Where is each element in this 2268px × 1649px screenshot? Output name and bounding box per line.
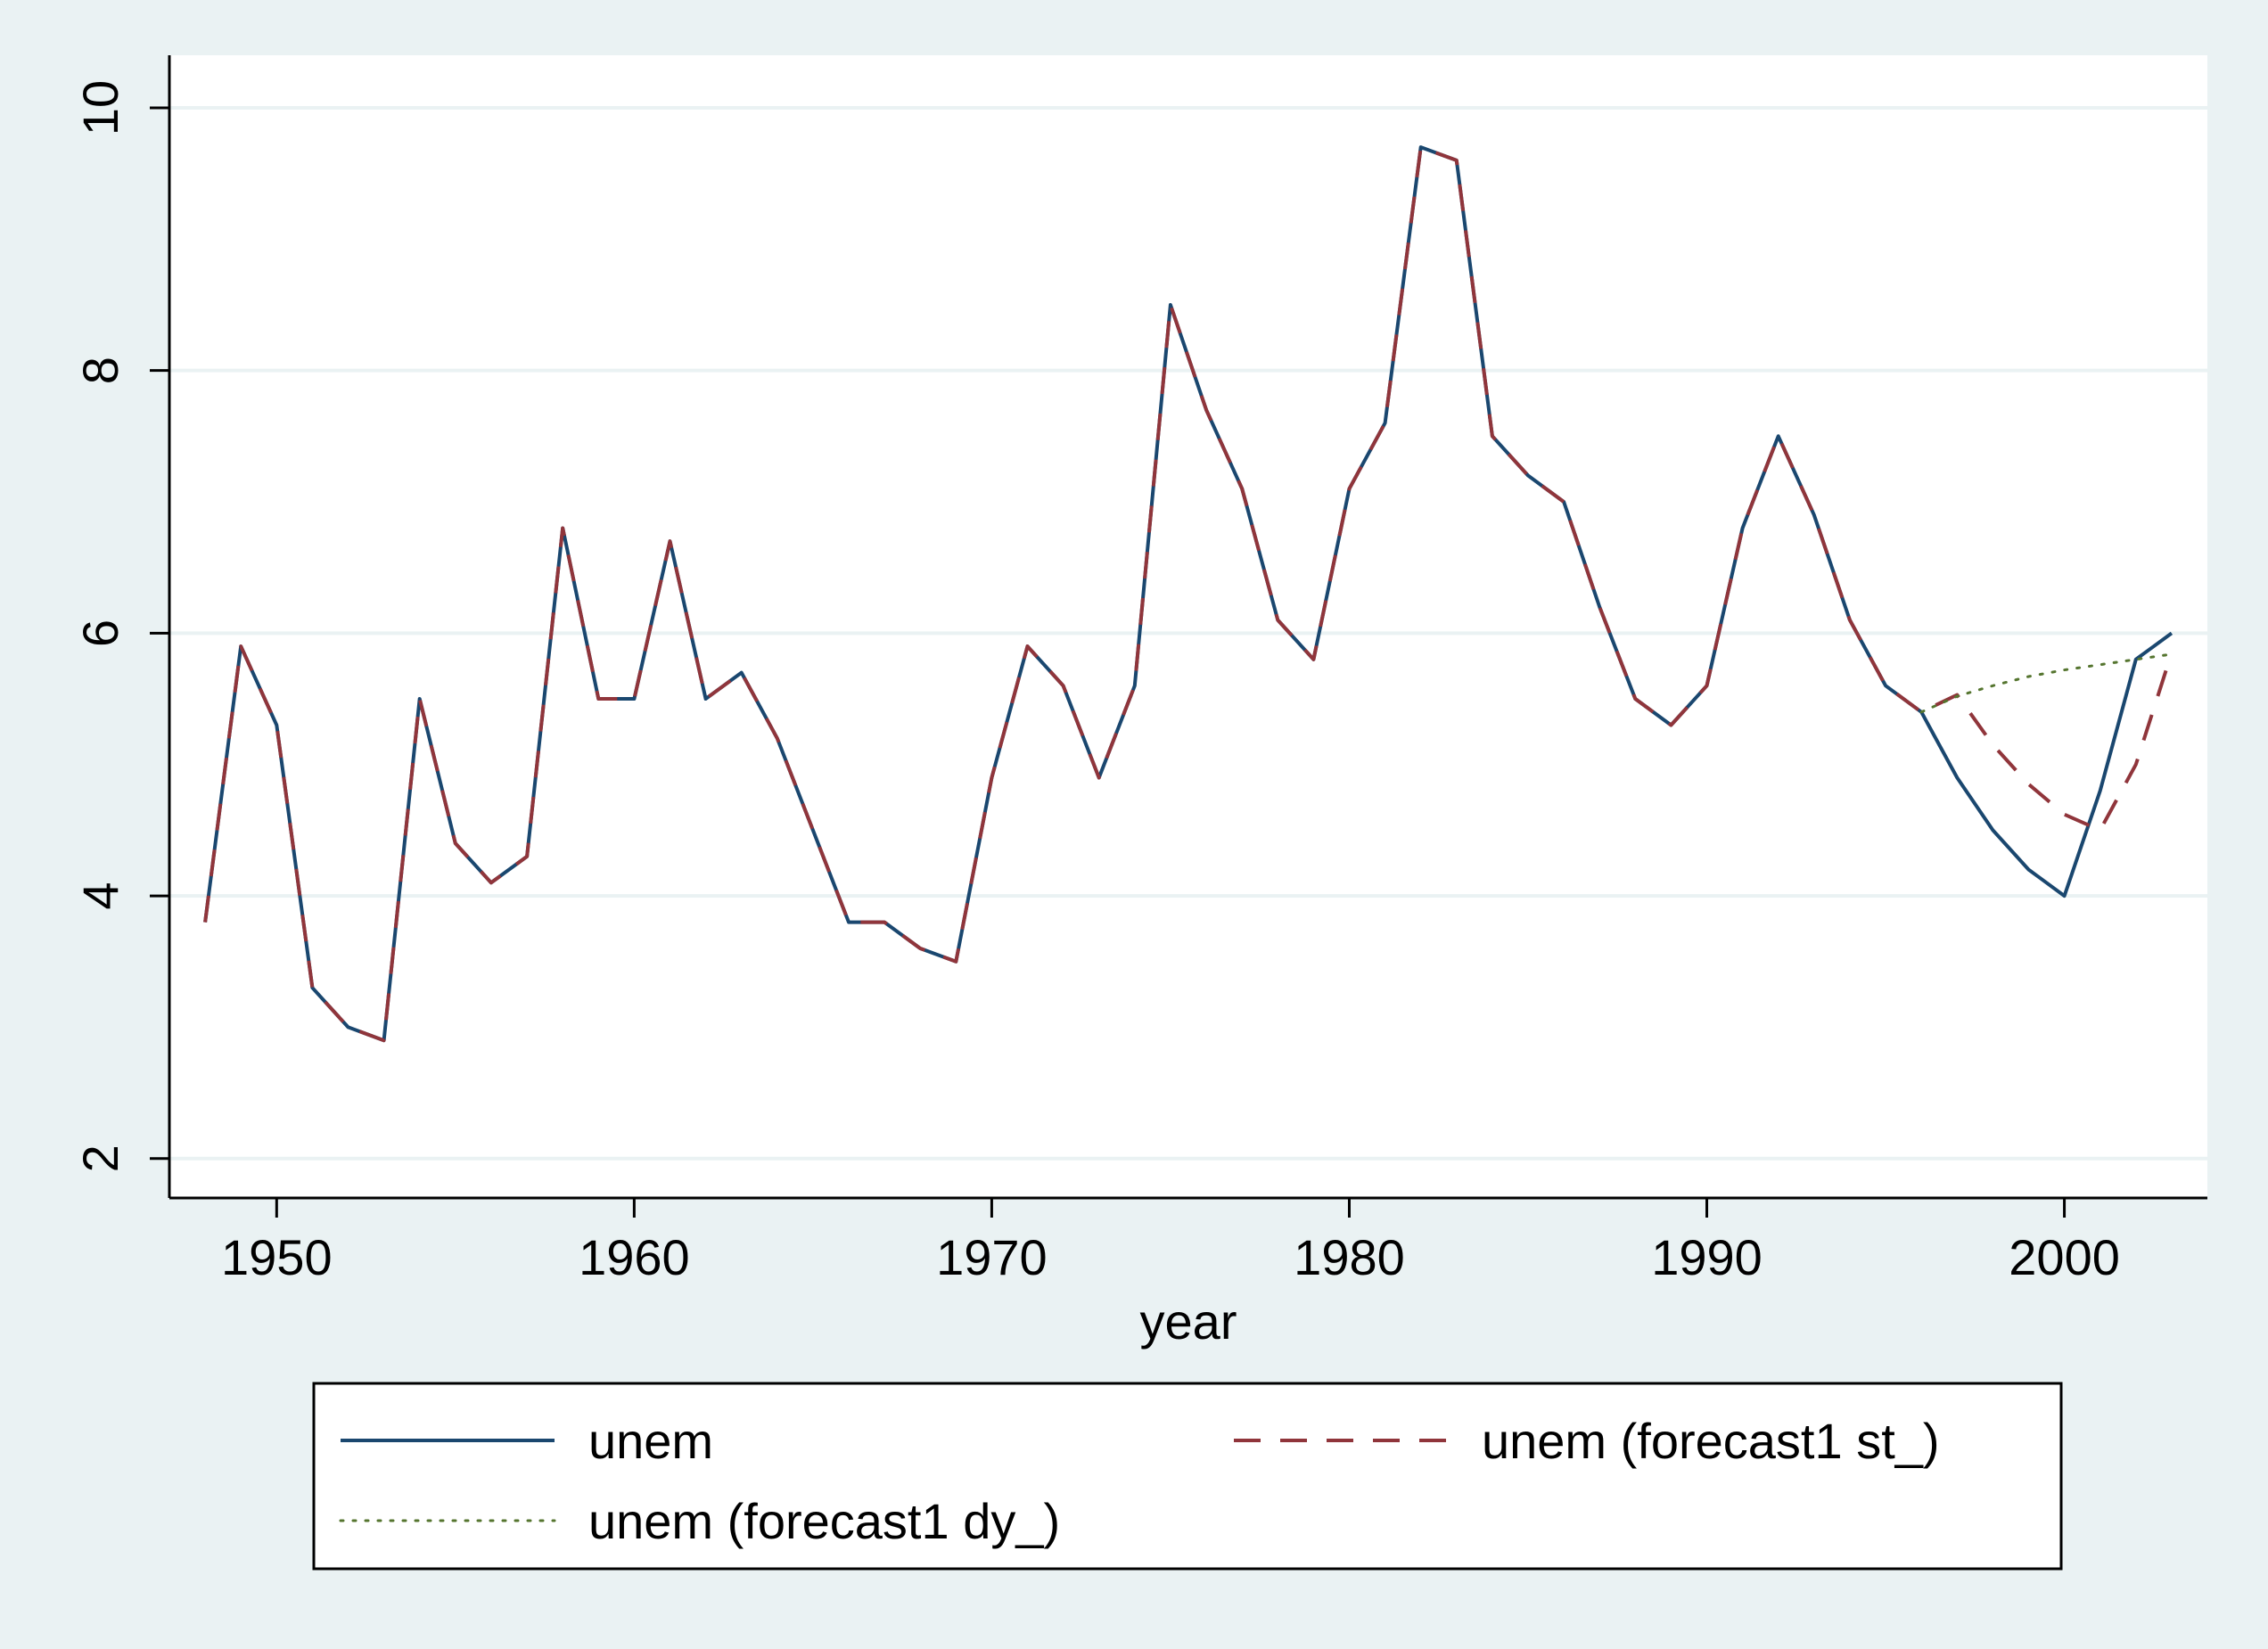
y-tick-label: 4 (72, 882, 128, 910)
gridlines (169, 105, 2207, 1161)
legend-box (312, 1382, 2063, 1571)
x-tick-label: 1970 (936, 1229, 1048, 1285)
series-layer (203, 145, 2174, 1043)
legend-label-1: unem (forecast1 st_) (1482, 1413, 1940, 1469)
legend-label-0: unem (588, 1413, 713, 1469)
legend-entries: unem unem (forecast1 st_)unem (forecast1 … (339, 1413, 1940, 1549)
y-tick-label: 2 (72, 1144, 128, 1172)
series-line-1 (203, 145, 2174, 1043)
plot-area (169, 55, 2207, 1198)
y-tick-label: 6 (72, 619, 128, 647)
x-axis-title: year (1140, 1293, 1237, 1350)
x-tick-label: 1990 (1651, 1229, 1763, 1285)
y-ticks: 2 4 6 8 10 (72, 80, 169, 1172)
x-tick-label: 2000 (2009, 1229, 2120, 1285)
y-tick-label: 10 (72, 80, 128, 135)
legend-label-2: unem (forecast1 dy_) (588, 1493, 1060, 1549)
x-tick-label: 1950 (221, 1229, 333, 1285)
y-tick-label: 8 (72, 357, 128, 384)
legend: unem unem (forecast1 st_)unem (forecast1 … (312, 1382, 2063, 1571)
x-ticks: 1950 1960 1970 1980 1990 2000 (221, 1198, 2120, 1285)
axes (168, 55, 2207, 1200)
x-tick-label: 1980 (1294, 1229, 1405, 1285)
x-tick-label: 1960 (579, 1229, 690, 1285)
series-line-2 (1919, 652, 2174, 714)
